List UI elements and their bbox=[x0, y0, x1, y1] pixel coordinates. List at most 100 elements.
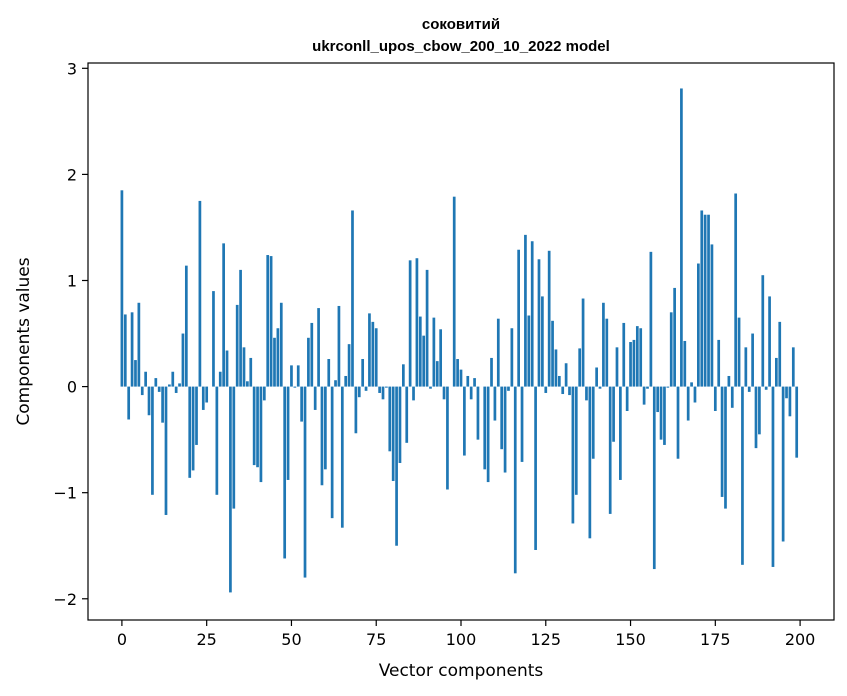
bar-33 bbox=[232, 386, 236, 509]
bar-39 bbox=[252, 386, 256, 466]
bar-128 bbox=[554, 349, 558, 387]
bar-70 bbox=[357, 386, 361, 398]
bar-32 bbox=[229, 386, 232, 593]
bar-41 bbox=[259, 386, 263, 483]
bar-82 bbox=[398, 386, 402, 463]
bar-135 bbox=[578, 348, 582, 387]
bar-195 bbox=[781, 386, 785, 542]
y-axis-label: Components values bbox=[14, 257, 34, 425]
bar-0 bbox=[120, 190, 124, 387]
bar-166 bbox=[683, 340, 687, 387]
bar-137 bbox=[585, 386, 588, 401]
plot-frame bbox=[87, 62, 835, 621]
bar-55 bbox=[307, 337, 310, 387]
bar-170 bbox=[697, 263, 700, 387]
bar-12 bbox=[161, 386, 164, 423]
bar-51 bbox=[293, 386, 297, 388]
bar-85 bbox=[408, 260, 412, 387]
x-axis-ticks: 0 25 50 75 100 125 150 175 200 bbox=[117, 620, 816, 649]
bar-169 bbox=[693, 386, 697, 403]
bar-56 bbox=[310, 322, 314, 387]
bar-183 bbox=[741, 386, 744, 565]
bar-10 bbox=[154, 378, 158, 387]
bar-193 bbox=[775, 357, 778, 387]
bar-171 bbox=[700, 210, 704, 387]
bar-145 bbox=[612, 386, 615, 442]
bar-102 bbox=[466, 375, 470, 387]
x-tick-label: 125 bbox=[530, 630, 561, 649]
x-tick-label: 25 bbox=[197, 630, 217, 649]
bar-150 bbox=[629, 342, 632, 387]
bar-15 bbox=[171, 371, 175, 387]
bar-146 bbox=[615, 347, 619, 387]
bar-25 bbox=[205, 386, 209, 403]
bar-98 bbox=[452, 196, 456, 387]
bar-180 bbox=[730, 386, 734, 408]
bar-63 bbox=[334, 380, 337, 387]
bars-group bbox=[120, 88, 799, 593]
bar-29 bbox=[218, 371, 222, 387]
bar-87 bbox=[415, 258, 419, 387]
bar-121 bbox=[530, 241, 534, 387]
bar-112 bbox=[500, 386, 504, 450]
x-axis-label: Vector components bbox=[379, 661, 544, 681]
bar-186 bbox=[751, 333, 754, 387]
bar-199 bbox=[795, 386, 799, 458]
chart-title: соковитий bbox=[422, 16, 500, 33]
x-tick-label: 100 bbox=[446, 630, 477, 649]
bar-46 bbox=[276, 328, 280, 387]
bar-173 bbox=[707, 214, 710, 387]
bar-17 bbox=[178, 383, 181, 387]
y-tick-label: −2 bbox=[53, 590, 77, 609]
bar-14 bbox=[168, 384, 171, 387]
bar-131 bbox=[564, 363, 568, 387]
bar-164 bbox=[676, 386, 680, 459]
bar-177 bbox=[720, 386, 724, 497]
bar-54 bbox=[303, 386, 307, 578]
bar-113 bbox=[503, 386, 507, 473]
bar-75 bbox=[374, 328, 378, 387]
bar-69 bbox=[354, 386, 358, 434]
x-tick-label: 150 bbox=[615, 630, 646, 649]
bar-136 bbox=[581, 298, 585, 387]
bar-19 bbox=[184, 265, 188, 387]
bar-104 bbox=[473, 378, 476, 387]
bar-133 bbox=[571, 386, 575, 524]
bar-74 bbox=[371, 321, 375, 387]
bar-156 bbox=[649, 251, 653, 387]
bar-38 bbox=[249, 357, 253, 387]
bar-43 bbox=[266, 255, 270, 387]
bar-127 bbox=[551, 320, 554, 387]
bar-163 bbox=[673, 287, 676, 387]
bar-139 bbox=[591, 386, 595, 459]
bar-111 bbox=[496, 318, 500, 387]
bar-65 bbox=[340, 386, 344, 528]
bar-155 bbox=[646, 386, 649, 389]
bar-72 bbox=[364, 386, 368, 391]
x-tick-label: 75 bbox=[366, 630, 386, 649]
bar-138 bbox=[588, 386, 592, 539]
bar-162 bbox=[669, 312, 673, 387]
bar-154 bbox=[642, 386, 646, 405]
bar-110 bbox=[493, 386, 497, 421]
bar-48 bbox=[283, 386, 287, 559]
bar-140 bbox=[595, 367, 598, 387]
bar-60 bbox=[324, 386, 327, 470]
bar-119 bbox=[524, 234, 527, 387]
bar-83 bbox=[402, 364, 405, 387]
bar-40 bbox=[256, 386, 259, 468]
bar-45 bbox=[273, 337, 276, 387]
bar-159 bbox=[659, 386, 663, 440]
bar-80 bbox=[391, 386, 395, 482]
bar-30 bbox=[222, 243, 225, 387]
bar-197 bbox=[788, 386, 792, 417]
bar-79 bbox=[388, 386, 392, 452]
bar-101 bbox=[463, 386, 466, 456]
bar-93 bbox=[435, 361, 439, 387]
bar-24 bbox=[201, 386, 205, 410]
bar-53 bbox=[300, 386, 303, 422]
bar-165 bbox=[680, 88, 683, 387]
bar-108 bbox=[486, 386, 490, 483]
bar-185 bbox=[747, 386, 751, 392]
x-tick-label: 200 bbox=[785, 630, 816, 649]
